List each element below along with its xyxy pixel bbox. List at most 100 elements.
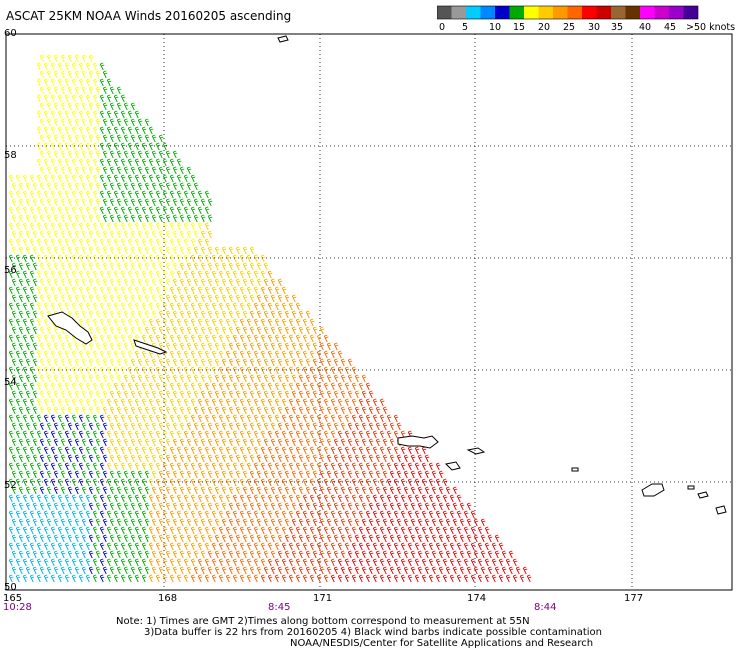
- wind-barb: [400, 558, 406, 567]
- wind-barb: [88, 438, 94, 447]
- time-label: 10:28: [3, 602, 32, 613]
- wind-barb: [256, 470, 262, 479]
- wind-barb: [67, 278, 73, 287]
- wind-barb: [326, 342, 332, 351]
- wind-barb: [165, 390, 171, 399]
- wind-barb: [39, 534, 45, 543]
- wind-barb: [256, 438, 262, 447]
- wind-barb: [221, 422, 227, 431]
- wind-barb: [36, 334, 42, 343]
- wind-barb: [424, 566, 430, 575]
- wind-barb: [109, 406, 115, 415]
- wind-barb: [277, 278, 283, 287]
- wind-barb: [302, 510, 308, 519]
- wind-barb: [130, 486, 136, 495]
- wind-barb: [186, 518, 192, 527]
- wind-barb: [53, 374, 59, 383]
- wind-barb: [99, 62, 105, 71]
- wind-barb: [120, 574, 126, 583]
- wind-barb: [351, 398, 357, 407]
- wind-barb: [267, 462, 273, 471]
- wind-barb: [253, 430, 259, 439]
- wind-barb: [414, 510, 420, 519]
- wind-barb: [11, 518, 17, 527]
- wind-barb: [67, 454, 73, 463]
- wind-barb: [155, 462, 161, 471]
- wind-barb: [172, 214, 178, 223]
- wind-barb: [319, 566, 325, 575]
- wind-barb: [267, 510, 273, 519]
- wind-barb: [389, 534, 395, 543]
- wind-barb: [155, 158, 161, 167]
- wind-barb: [207, 374, 213, 383]
- wind-barb: [134, 398, 140, 407]
- wind-barb: [309, 430, 315, 439]
- wind-barb: [57, 558, 63, 567]
- wind-barb: [67, 246, 73, 255]
- wind-barb: [193, 294, 199, 303]
- wind-barb: [92, 430, 98, 439]
- wind-barb: [50, 414, 56, 423]
- wind-barb: [137, 550, 143, 559]
- wind-barb: [172, 374, 178, 383]
- wind-barb: [32, 358, 38, 367]
- wind-barb: [204, 542, 210, 551]
- wind-barb: [43, 126, 49, 135]
- wind-barb: [491, 542, 497, 551]
- wind-barb: [298, 422, 304, 431]
- wind-barb: [60, 566, 66, 575]
- wind-barb: [263, 550, 269, 559]
- wind-barb: [141, 206, 147, 215]
- wind-barb: [109, 182, 115, 191]
- wind-barb: [487, 566, 493, 575]
- wind-barb: [298, 502, 304, 511]
- wind-barb: [375, 518, 381, 527]
- wind-barb: [442, 494, 448, 503]
- wind-barb: [60, 70, 66, 79]
- wind-barb: [344, 542, 350, 551]
- wind-barb: [393, 542, 399, 551]
- wind-barb: [218, 414, 224, 423]
- wind-barb: [323, 462, 329, 471]
- wind-barb: [78, 558, 84, 567]
- wind-barb: [130, 214, 136, 223]
- wind-barb: [400, 574, 406, 583]
- wind-barb: [46, 390, 52, 399]
- wind-barb: [344, 574, 350, 583]
- wind-barb: [99, 270, 105, 279]
- wind-barb: [291, 454, 297, 463]
- wind-barb: [183, 542, 189, 551]
- wind-barb: [151, 566, 157, 575]
- wind-barb: [158, 326, 164, 335]
- wind-barb: [284, 486, 290, 495]
- wind-barb: [501, 566, 507, 575]
- wind-barb: [53, 118, 59, 127]
- wind-barb: [260, 254, 266, 263]
- wind-barb: [452, 486, 458, 495]
- wind-barb: [354, 486, 360, 495]
- wind-barb: [207, 294, 213, 303]
- wind-barb: [141, 126, 147, 135]
- wind-barb: [8, 398, 14, 407]
- wind-barb: [95, 102, 101, 111]
- colorbar-swatch: [553, 6, 568, 19]
- wind-barb: [295, 446, 301, 455]
- wind-barb: [221, 486, 227, 495]
- wind-barb: [316, 350, 322, 359]
- wind-barb: [330, 366, 336, 375]
- longitude-label: 174: [467, 593, 486, 604]
- wind-barb: [88, 534, 94, 543]
- wind-barb: [46, 102, 52, 111]
- wind-barb: [95, 294, 101, 303]
- wind-barb: [46, 470, 52, 479]
- wind-barb: [183, 494, 189, 503]
- wind-barb: [88, 54, 94, 63]
- wind-barb: [95, 310, 101, 319]
- wind-barb: [403, 518, 409, 527]
- wind-barb: [116, 358, 122, 367]
- wind-barb: [60, 534, 66, 543]
- wind-barb: [29, 302, 35, 311]
- wind-barb: [165, 454, 171, 463]
- wind-barb: [463, 574, 469, 583]
- wind-barb: [29, 446, 35, 455]
